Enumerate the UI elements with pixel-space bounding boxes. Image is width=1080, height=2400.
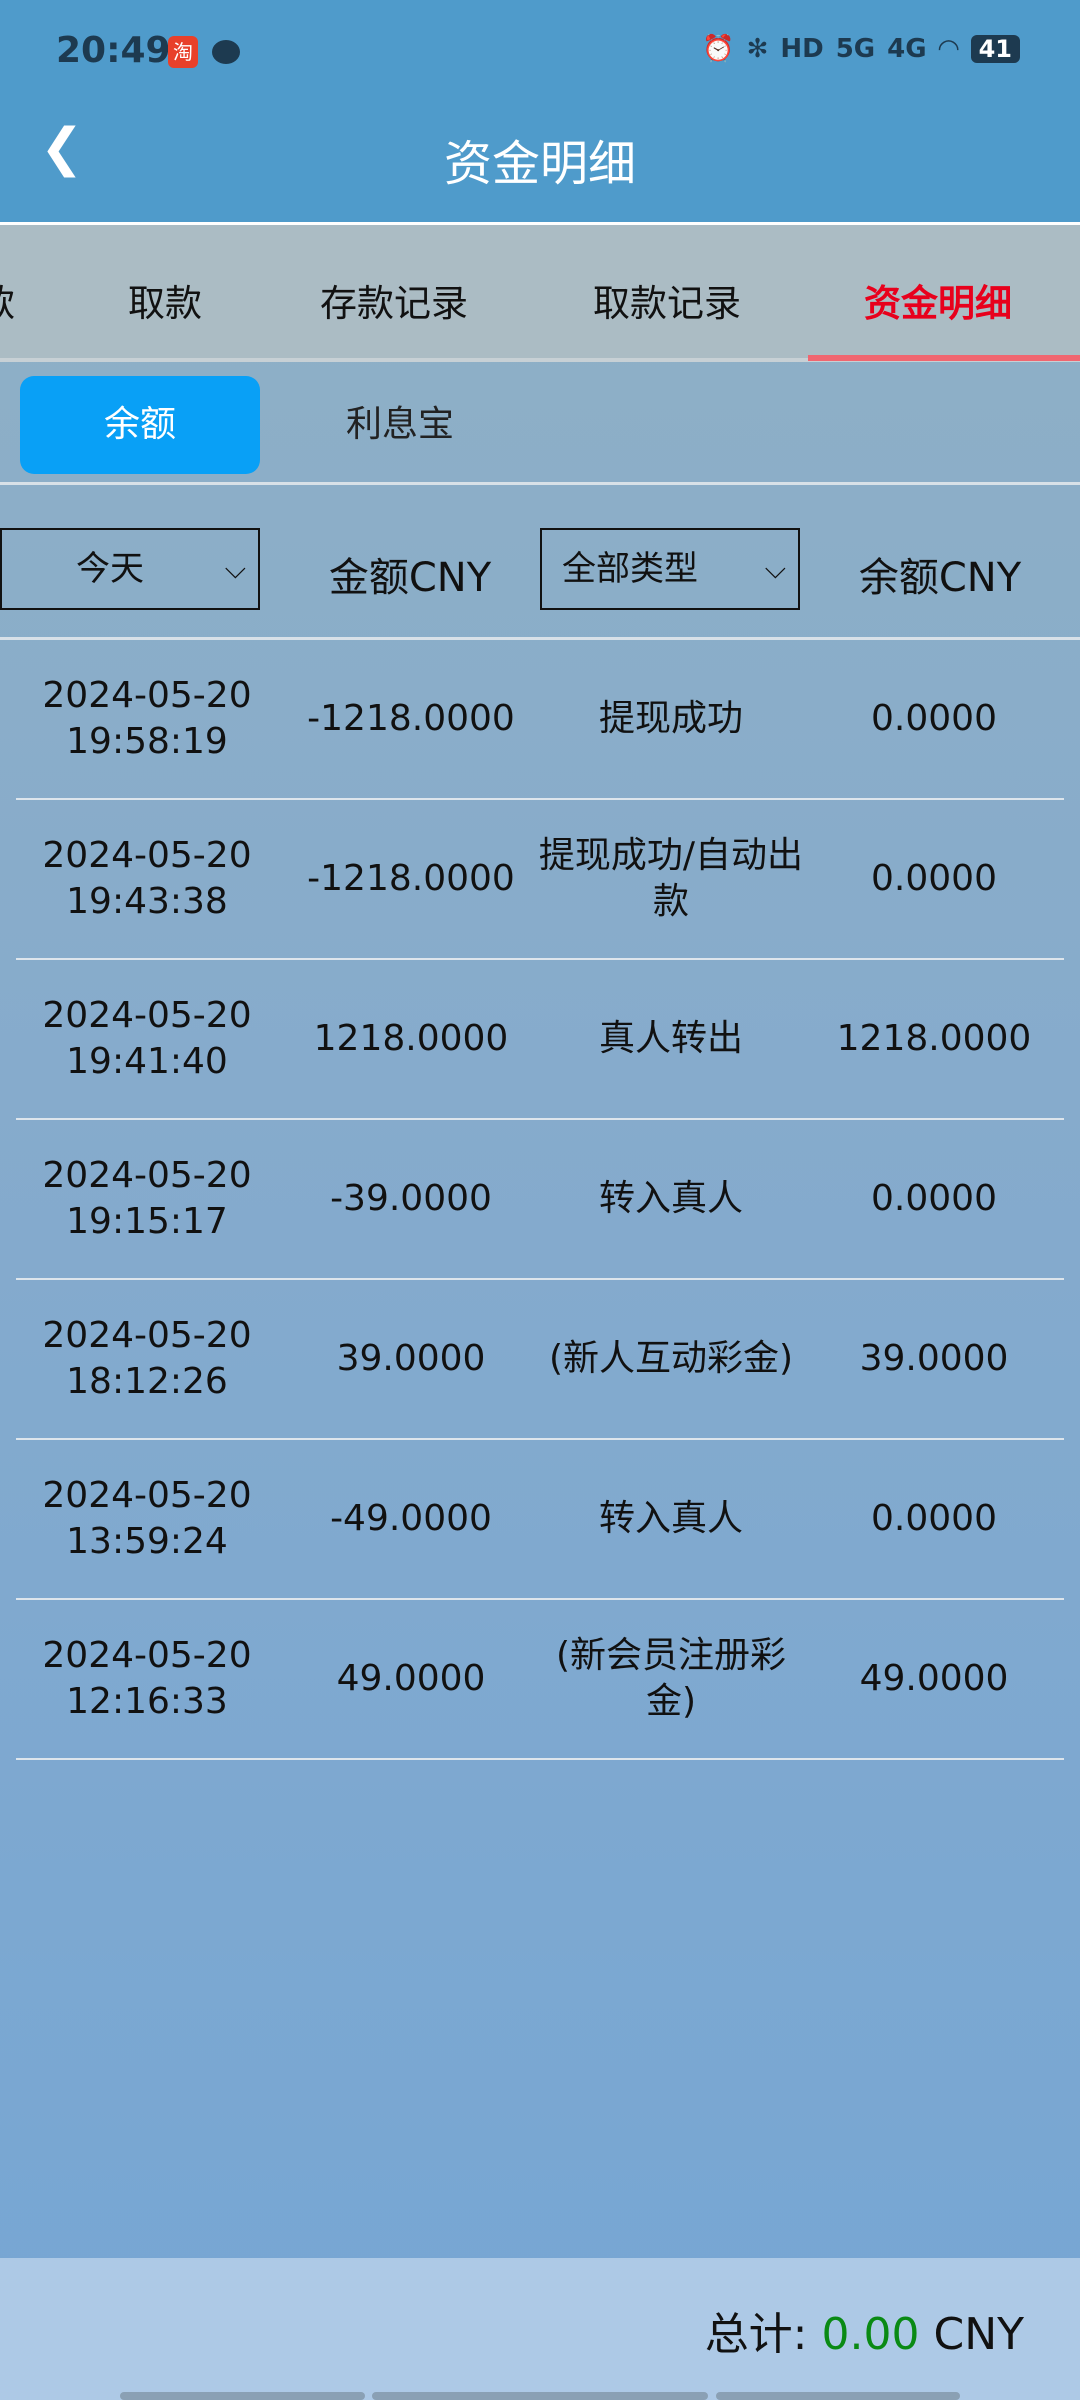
balance-cell: 39.0000: [859, 1338, 1009, 1379]
time: 18:12:26: [66, 1361, 228, 1402]
clock: 20:49: [56, 30, 171, 71]
date: 2024-05-20: [42, 675, 252, 716]
tab-deposit-records[interactable]: 存款记录: [320, 282, 468, 325]
subtab-balance[interactable]: 余额: [20, 376, 260, 474]
5g-signal-icon: 5G: [835, 34, 876, 64]
type-select-value: 全部类型: [562, 549, 698, 589]
4g-signal-icon: 4G: [887, 34, 927, 64]
table-row: 2024-05-20 19:43:38 -1218.0000 提现成功/自动出款 …: [16, 800, 1064, 960]
subtab-interest[interactable]: 利息宝: [345, 404, 454, 445]
total-currency: CNY: [933, 2309, 1024, 2360]
balance-cell: 0.0000: [871, 698, 997, 739]
tab-fund-details[interactable]: 资金明细: [864, 282, 1012, 325]
balance-header: 余额CNY: [858, 555, 1022, 601]
tab-deposit[interactable]: 款: [0, 273, 15, 327]
time: 13:59:24: [66, 1521, 228, 1562]
alarm-icon: ⏰: [702, 34, 735, 64]
tab-withdraw-records[interactable]: 取款记录: [593, 282, 741, 325]
amount-cell: -1218.0000: [307, 858, 515, 899]
subtab-bar: 余额 利息宝: [0, 362, 1080, 485]
status-icons: ⏰ ✻ HD 5G 4G ◠ 41: [702, 34, 1020, 64]
type-cell: (新人互动彩金): [548, 1338, 794, 1379]
status-bar: 20:49 淘 ⏰ ✻ HD 5G 4G ◠ 41 ❮ 资金明细: [0, 0, 1080, 222]
page-title: 资金明细: [443, 136, 636, 192]
amount-cell: -39.0000: [330, 1178, 492, 1219]
balance-cell: 49.0000: [859, 1658, 1009, 1699]
date-cell: 2024-05-20 12:16:33: [16, 1600, 278, 1758]
active-tab-indicator: [808, 355, 1080, 361]
time: 19:43:38: [66, 881, 228, 922]
type-cell: 转入真人: [598, 1178, 743, 1219]
nav-handle: [120, 2392, 365, 2400]
date: 2024-05-20: [42, 1475, 252, 1516]
balance-cell: 0.0000: [871, 1178, 997, 1219]
date: 2024-05-20: [42, 1155, 252, 1196]
wifi-icon: ◠: [938, 34, 959, 64]
date-cell: 2024-05-20 19:58:19: [16, 640, 278, 798]
date-cell: 2024-05-20 18:12:26: [16, 1280, 278, 1438]
date: 2024-05-20: [42, 995, 252, 1036]
bluetooth-icon: ✻: [746, 34, 769, 64]
amount-cell: 1218.0000: [313, 1018, 509, 1059]
total-label: 总计:: [704, 2309, 808, 2360]
type-cell: 提现成功: [598, 698, 743, 739]
type-cell: (新会员注册彩金): [555, 1635, 787, 1722]
amount-cell: -1218.0000: [307, 698, 515, 739]
type-cell: 转入真人: [598, 1498, 743, 1539]
time: 19:15:17: [66, 1201, 228, 1242]
nav-handle: [372, 2392, 708, 2400]
balance-cell: 0.0000: [871, 858, 997, 899]
tab-withdraw[interactable]: 取款: [128, 282, 202, 325]
chevron-down-icon: ⌵: [764, 552, 786, 585]
time: 12:16:33: [66, 1681, 228, 1722]
chevron-down-icon: ⌵: [224, 552, 246, 585]
message-icon: [212, 40, 240, 64]
amount-cell: 39.0000: [336, 1338, 486, 1379]
total: 总计: 0.00 CNY: [705, 2298, 1024, 2362]
time: 19:41:40: [66, 1041, 228, 1082]
balance-cell: 1218.0000: [836, 1018, 1032, 1059]
amount-cell: 49.0000: [336, 1658, 486, 1699]
hd-icon: HD: [780, 34, 824, 64]
balance-cell: 0.0000: [871, 1498, 997, 1539]
date-select-value: 今天: [76, 549, 144, 589]
table-row: 2024-05-20 18:12:26 39.0000 (新人互动彩金) 39.0…: [16, 1280, 1064, 1440]
taobao-icon: 淘: [168, 36, 198, 68]
back-button[interactable]: ❮: [40, 118, 84, 178]
amount-cell: -49.0000: [330, 1498, 492, 1539]
type-cell: 提现成功/自动出款: [538, 835, 804, 922]
date-cell: 2024-05-20 13:59:24: [16, 1440, 278, 1598]
type-cell: 真人转出: [598, 1018, 743, 1059]
date-select[interactable]: 今天 ⌵: [0, 528, 260, 610]
time: 19:58:19: [66, 721, 228, 762]
table-row: 2024-05-20 13:59:24 -49.0000 转入真人 0.0000: [16, 1440, 1064, 1600]
filter-header: 今天 ⌵ 金额CNY 全部类型 ⌵ 余额CNY: [0, 485, 1080, 640]
battery-icon: 41: [970, 35, 1020, 63]
footer: 总计: 0.00 CNY: [0, 2258, 1080, 2400]
type-select[interactable]: 全部类型 ⌵: [540, 528, 800, 610]
tab-bar: 款 取款 存款记录 取款记录 资金明细: [0, 222, 1080, 362]
table-row: 2024-05-20 19:58:19 -1218.0000 提现成功 0.000…: [16, 640, 1064, 800]
date: 2024-05-20: [42, 1635, 252, 1676]
date: 2024-05-20: [42, 1315, 252, 1356]
total-value: 0.00: [821, 2309, 920, 2360]
table-row: 2024-05-20 19:15:17 -39.0000 转入真人 0.0000: [16, 1120, 1064, 1280]
table-row: 2024-05-20 19:41:40 1218.0000 真人转出 1218.0…: [16, 960, 1064, 1120]
date-cell: 2024-05-20 19:43:38: [16, 800, 278, 958]
date-cell: 2024-05-20 19:41:40: [16, 960, 278, 1118]
date: 2024-05-20: [42, 835, 252, 876]
amount-header: 金额CNY: [328, 555, 492, 601]
nav-handle: [716, 2392, 960, 2400]
date-cell: 2024-05-20 19:15:17: [16, 1120, 278, 1278]
table-row: 2024-05-20 12:16:33 49.0000 (新会员注册彩金) 49.…: [16, 1600, 1064, 1760]
